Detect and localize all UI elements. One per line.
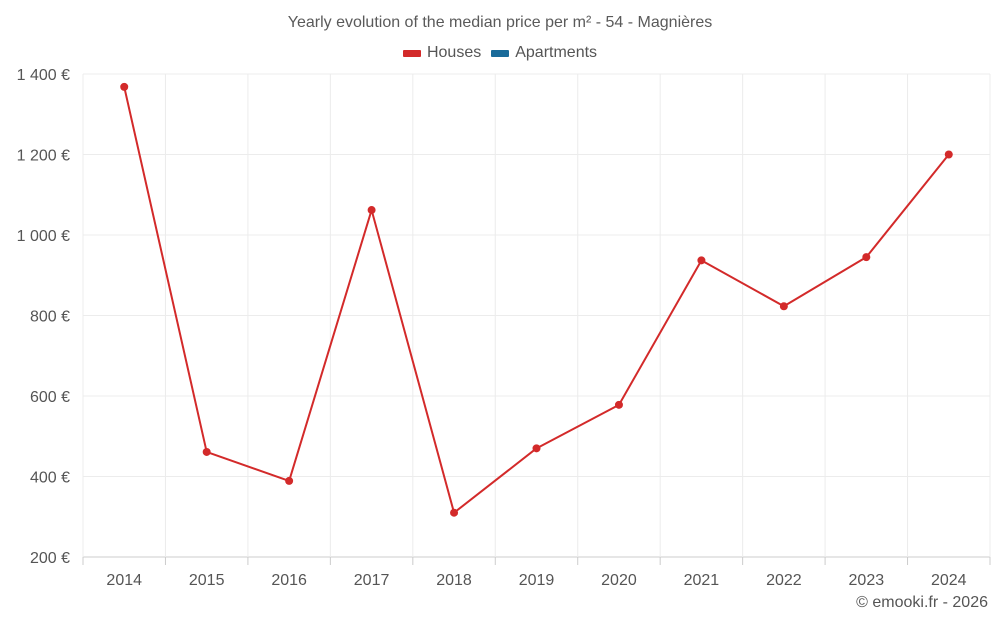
data-point-houses [779, 302, 788, 311]
credit-text: © emooki.fr - 2026 [856, 594, 988, 611]
x-tick-label: 2015 [189, 572, 225, 589]
x-tick-label: 2024 [931, 572, 967, 589]
data-point-houses [120, 82, 129, 91]
data-point-houses [202, 447, 211, 456]
x-tick-label: 2021 [684, 572, 720, 589]
legend-swatch-houses [402, 49, 421, 57]
y-tick-label: 600 € [30, 389, 70, 406]
x-tick-label: 2019 [519, 572, 555, 589]
legend-swatch-apartments [491, 49, 510, 57]
y-tick-label: 1 400 € [17, 67, 70, 84]
x-tick-label: 2020 [601, 572, 637, 589]
y-tick-label: 1 000 € [17, 228, 70, 245]
x-tick-label: 2017 [354, 572, 390, 589]
data-point-houses [614, 400, 623, 409]
y-tick-label: 400 € [30, 470, 70, 487]
legend-item-houses[interactable]: Houses [402, 44, 482, 62]
data-point-houses [862, 253, 871, 262]
data-point-houses [532, 444, 541, 453]
legend-label-apartments: Apartments [515, 44, 598, 61]
x-tick-label: 2016 [271, 572, 307, 589]
data-point-houses [367, 206, 376, 215]
x-tick-label: 2023 [849, 572, 885, 589]
x-tick-label: 2014 [106, 572, 142, 589]
x-tick-label: 2022 [766, 572, 802, 589]
x-tick-label: 2018 [436, 572, 472, 589]
data-point-houses [697, 256, 706, 265]
chart-title: Yearly evolution of the median price per… [287, 14, 713, 31]
legend-item-apartments[interactable]: Apartments [491, 44, 597, 62]
y-tick-label: 200 € [30, 550, 70, 567]
y-tick-label: 1 200 € [17, 148, 70, 165]
y-tick-label: 800 € [30, 309, 70, 326]
chart-legend: Houses Apartments [0, 44, 1000, 62]
data-point-houses [285, 476, 294, 485]
data-point-houses [450, 508, 459, 517]
legend-label-houses: Houses [426, 44, 482, 61]
data-point-houses [944, 150, 953, 159]
